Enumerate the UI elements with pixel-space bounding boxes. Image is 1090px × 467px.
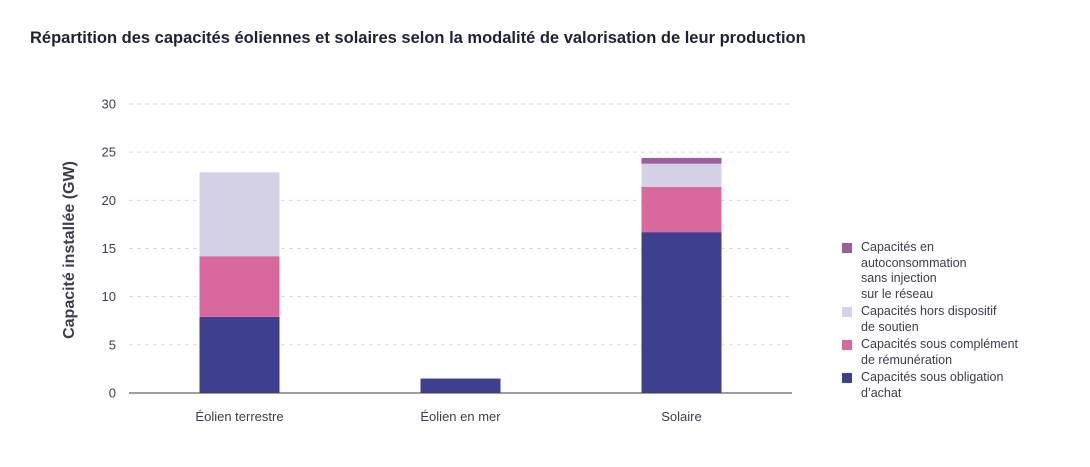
bar-segment-0-1 xyxy=(199,256,280,317)
y-tick-label: 25 xyxy=(102,145,116,160)
legend-label: Capacités sous obligation d’achat xyxy=(861,370,1004,400)
y-tick-label: 10 xyxy=(102,289,116,304)
y-tick-label: 30 xyxy=(102,97,116,112)
y-tick-label: 5 xyxy=(109,337,116,352)
y-tick-label: 0 xyxy=(109,386,116,401)
legend-item: Capacités en autoconsommation sans injec… xyxy=(842,240,1032,302)
legend-label: Capacités sous complément de rémunératio… xyxy=(861,337,1019,367)
bar-segment-2-3 xyxy=(641,157,722,164)
x-tick-label: Éolien terrestre xyxy=(195,409,283,424)
legend-swatch xyxy=(842,340,852,350)
chart-title: Répartition des capacités éoliennes et s… xyxy=(30,29,806,47)
bar-segment-2-2 xyxy=(641,163,722,187)
y-axis-ticks: 0 5 10 15 20 25 30 xyxy=(102,97,116,401)
legend-label: Capacités hors dispositif de soutien xyxy=(861,304,997,334)
y-axis-label: Capacité installée (GW) xyxy=(61,161,78,339)
y-tick-label: 20 xyxy=(102,193,116,208)
bar-segment-0-2 xyxy=(199,172,280,257)
bar-segment-1-0 xyxy=(420,378,501,393)
x-tick-label: Solaire xyxy=(661,409,701,424)
legend-swatch xyxy=(842,373,852,383)
bar-segment-2-0 xyxy=(641,232,722,393)
legend-item: Capacités sous complément de rémunératio… xyxy=(842,337,1032,368)
legend-item: Capacités hors dispositif de soutien xyxy=(842,304,1032,335)
x-axis-ticks: Éolien terrestre Éolien en mer Solaire xyxy=(195,409,701,424)
legend-item: Capacités sous obligation d’achat xyxy=(842,370,1032,401)
bar-segment-0-0 xyxy=(199,316,280,393)
legend-label: Capacités en autoconsommation sans injec… xyxy=(861,240,967,301)
legend-swatch xyxy=(842,243,852,253)
y-tick-label: 15 xyxy=(102,241,116,256)
legend-swatch xyxy=(842,307,852,317)
bars xyxy=(199,157,722,393)
bar-segment-2-1 xyxy=(641,186,722,233)
x-tick-label: Éolien en mer xyxy=(420,409,501,424)
legend: Capacités en autoconsommation sans injec… xyxy=(842,240,1032,403)
